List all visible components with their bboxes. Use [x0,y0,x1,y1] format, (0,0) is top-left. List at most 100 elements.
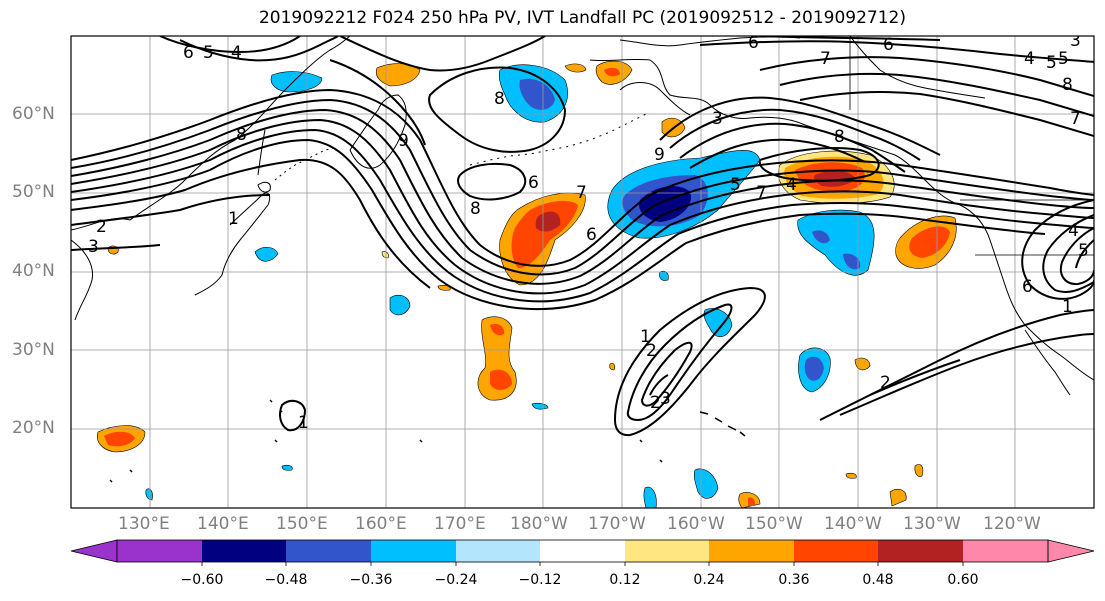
map-content: 6 5 4 8 6 7 6 5 4 3 8 2 3 1 9 8 6 7 6 5 … [71,31,1094,508]
contour-label: 8 [494,89,505,109]
colorbar-bin [963,540,1048,562]
contour-label: 1 [298,413,309,433]
lon-label: 160°E [355,514,407,534]
contour-label: 8 [834,127,845,147]
positive-anomaly [604,67,620,77]
positive-anomaly [437,284,451,291]
pv-contour [699,40,1094,63]
negative-anomaly [389,294,411,316]
pv-contours [71,36,1094,437]
lon-label: 170°W [588,514,646,534]
contour-label: 9 [654,145,665,165]
pv-contour [71,108,1094,285]
pv-contour [71,244,161,251]
colorbar-bin [371,540,456,562]
colorbar-bin [202,540,286,562]
contour-label: 8 [1062,75,1073,95]
contour-label: 7 [820,49,831,69]
contour-labels: 6 5 4 8 6 7 6 5 4 3 8 2 3 1 9 8 6 7 6 5 … [88,31,1089,433]
contour-label: 2 [96,217,107,237]
contour-label: 5 [1078,241,1089,261]
colorbar-tick-label: −0.12 [518,572,562,588]
positive-anomaly [609,363,616,371]
contour-label: 3 [1070,31,1081,51]
pv-contour [799,91,1094,137]
pv-contour [279,399,307,432]
contour-label: 4 [231,43,242,63]
pv-contour [71,98,1094,276]
pv-contour [613,286,766,437]
colorbar-tick-label: 0.60 [947,572,979,588]
colorbar-tick-label: −0.60 [180,572,224,588]
positive-anomaly [748,497,756,506]
pv-contour [1021,199,1094,300]
pv-contour [329,59,426,146]
pv-contour [339,36,546,72]
coastline-japan [194,192,271,296]
colorbar-bin [286,540,371,562]
contour-label: 2 [646,341,657,361]
colorbar-tick-label: −0.36 [349,572,393,588]
coastline-hokkaido [257,181,271,193]
lon-label: 120°W [983,514,1041,534]
contour-label: 5 [1046,53,1057,73]
contour-label: 4 [1024,49,1035,69]
positive-anomaly [909,226,950,258]
lon-label: 140°E [197,514,249,534]
lat-label: 20°N [12,418,55,438]
pv-contour [779,72,1094,117]
positive-anomaly [511,200,578,268]
positive-anomaly [813,170,855,187]
pv-contour [869,359,961,396]
pv-contour [179,36,339,62]
lon-label: 150°E [276,514,328,534]
negative-anomaly [254,247,279,262]
positive-anomaly [889,488,907,507]
coastline-namerica [959,204,1094,381]
positive-anomaly [845,472,857,479]
colorbar-bin [794,540,878,562]
positive-anomaly [490,369,512,390]
colorbar-tick-label: 0.24 [693,572,725,588]
colorbar-bin [540,540,625,562]
lon-label: 130°E [118,514,170,534]
negative-anomaly [703,308,733,338]
contour-label: 2 [880,373,891,393]
lon-label: 140°W [824,514,882,534]
positive-anomaly [564,63,587,73]
coastline-alaska-inner [619,82,691,116]
colorbar-extend-low [70,539,118,563]
coastline-canada [849,36,986,99]
contour-label: 1 [1062,297,1073,317]
map-frame [70,35,1095,509]
colorbar-bin [625,540,709,562]
colorbar-bin [117,540,202,562]
contour-label: 6 [883,35,894,55]
contour-label: 5 [1058,49,1069,69]
pv-contour [457,162,527,201]
positive-anomaly [381,251,389,259]
contour-label: 4 [786,175,797,195]
lon-label: 170°E [434,514,486,534]
lat-label: 40°N [12,261,55,281]
negative-anomaly [843,253,861,270]
contour-label: 6 [1022,277,1033,297]
pv-contour [1075,239,1094,269]
positive-anomaly [914,464,924,477]
contour-label: 3 [712,109,723,129]
contour-label: 4 [1068,221,1079,241]
negative-anomaly [531,402,549,410]
lon-label: 130°W [903,514,961,534]
colorbar-tick-label: −0.24 [434,572,478,588]
contour-label: 1 [228,209,239,229]
pc-shading [97,60,957,508]
lon-label: 180°W [510,514,568,534]
contour-label: 8 [470,199,481,219]
contour-label: 9 [398,131,409,151]
pv-contour [759,36,941,41]
negative-anomaly [693,468,719,499]
pv-contour [659,96,941,156]
contour-label: 7 [576,183,587,203]
pv-contour [1042,214,1094,293]
